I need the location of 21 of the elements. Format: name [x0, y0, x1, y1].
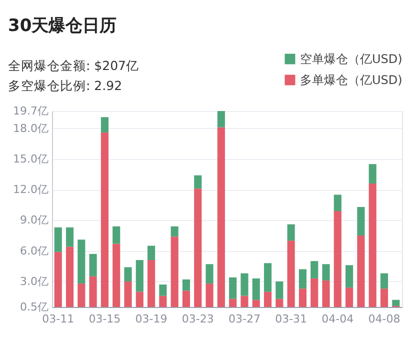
- x-tick-label: 03-27: [228, 312, 260, 326]
- y-tick-label: 12.0亿: [13, 183, 48, 196]
- x-tick-label: 03-15: [88, 312, 121, 326]
- text: 全网爆仓金额: $207亿: [8, 58, 139, 75]
- y-tick-label: 19.7亿: [13, 104, 48, 118]
- legend-label: 空单爆仓（亿USD): [300, 52, 402, 66]
- y-tick-label: 0.5亿: [20, 300, 48, 314]
- y-tick-label: 18.0亿: [13, 122, 48, 135]
- y-tick-label: 6.0亿: [20, 244, 48, 258]
- text: 多空爆仓比例: 2.92: [8, 78, 122, 95]
- chart-title: 30天爆仓日历: [8, 15, 117, 37]
- y-tick-label: 9.0亿: [20, 214, 48, 227]
- x-tick-label: 04-08: [368, 312, 400, 326]
- x-tick-label: 04-04: [322, 312, 354, 326]
- x-tick-label: 03-19: [135, 312, 168, 326]
- x-tick-label: 03-23: [182, 312, 214, 326]
- x-tick-label: 03-31: [275, 312, 308, 326]
- y-tick-label: 3.0亿: [20, 274, 48, 288]
- y-tick-label: 15.0亿: [13, 152, 48, 166]
- legend-label: 多单爆仓（亿USD): [300, 73, 402, 87]
- x-tick-label: 03-11: [42, 312, 74, 326]
